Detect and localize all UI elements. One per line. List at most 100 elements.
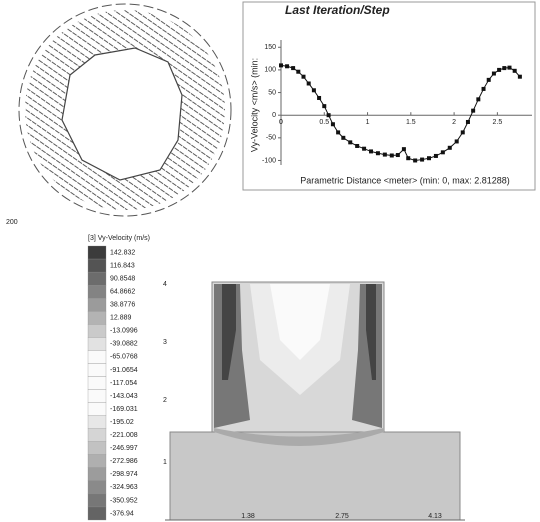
color-level-label: -143.043 [110,393,138,400]
scale-label: 200 [6,219,18,226]
data-point [311,88,316,93]
data-point [502,66,507,71]
x-tick-label: 0.5 [319,119,329,126]
data-point [389,153,394,158]
color-level-label: -91.0654 [110,367,138,374]
data-point [491,71,496,76]
color-band [87,506,107,521]
vector-field [18,3,232,217]
color-level-label: 38.8776 [110,302,135,309]
y-tick-label: 50 [268,89,276,96]
color-level-label: 12.889 [110,315,132,322]
data-point [355,143,360,148]
colorbar-title: [3] Vy-Velocity (m/s) [88,235,150,242]
data-point [413,158,418,163]
color-band [87,363,107,377]
data-point [375,151,380,156]
data-point [317,95,322,100]
y-tick-label: 150 [264,44,276,51]
color-level-label: 142.832 [110,249,135,256]
data-point [362,146,367,151]
color-band [87,467,107,482]
color-level-label: -376.94 [110,510,134,517]
color-band [87,324,107,338]
color-band [87,441,107,455]
x-tick-label: 2.5 [493,119,503,126]
data-point [341,135,346,140]
data-point [382,152,387,157]
y-tick-label: 0 [272,112,276,119]
data-point [512,68,517,73]
data-point [517,74,522,79]
color-band [87,389,107,403]
data-point [322,104,327,109]
data-point [460,130,465,135]
y-tick-label: 4 [163,281,167,288]
color-band [87,350,107,364]
color-level-label: -272.986 [110,458,138,465]
x-tick-label: 0 [279,119,283,126]
data-point [296,69,301,74]
x-tick-label: 2 [452,119,456,126]
color-level-label: -324.963 [110,484,138,491]
data-point [471,108,476,113]
data-point [507,65,512,70]
color-band [87,258,107,273]
data-point [326,113,331,118]
data-point [401,147,406,152]
contour-axes: 4 3 2 1 1.38 2.75 4.13 [163,281,442,520]
x-tick-label: 2.75 [335,513,349,520]
x-tick-label: 4.13 [428,513,442,520]
data-point [395,153,400,158]
color-level-label: -221.008 [110,432,138,439]
color-band [87,376,107,390]
y-tick-label: 100 [264,67,276,74]
data-point [440,150,445,155]
data-point [420,157,425,162]
color-level-label: -39.0882 [110,341,138,348]
color-level-label: -350.952 [110,497,138,504]
contour-plot [165,281,465,521]
data-point [306,81,311,86]
data-point [476,97,481,102]
data-point [291,66,296,71]
data-point [285,64,290,69]
y-tick-label: -100 [262,157,276,164]
data-point [497,67,502,72]
color-band [87,245,107,260]
color-band [87,454,107,468]
colorbar: 142.832 116.843 90.8548 64.8662 38.8776 12.88… [87,245,138,521]
y-tick-label: 2 [163,397,167,404]
x-axis-label: Parametric Distance <meter> (min: 0, max… [300,175,510,185]
data-point [330,122,335,127]
data-point [433,153,438,158]
line-chart: 150 100 50 0 -50 -100 0 0.5 1 1.5 2 2.5 [262,40,532,165]
color-level-label: -169.031 [110,406,138,413]
color-band [87,271,107,286]
color-level-label: -246.997 [110,445,138,452]
color-level-label: -195.02 [110,419,134,426]
color-level-label: 64.8662 [110,289,135,296]
data-point [301,74,306,79]
color-level-label: -65.0768 [110,354,138,361]
y-axis-label: Vy-Velocity <m/s> (min: [249,58,259,152]
x-tick-label: 1 [366,119,370,126]
color-band [87,415,107,429]
x-tick-label: 1.38 [241,513,255,520]
color-level-label: 116.843 [110,262,135,269]
color-band [87,311,107,325]
data-point [427,156,432,161]
data-point [369,149,374,154]
color-level-label: -13.0996 [110,328,138,335]
data-point [279,63,283,68]
color-band [87,284,107,299]
color-level-label: -117.054 [110,380,137,387]
y-tick-label: 3 [163,339,167,346]
chart-title: Last Iteration/Step [285,3,390,17]
color-band [87,298,107,312]
color-level-label: -298.974 [110,471,138,478]
data-point [486,77,491,82]
color-band [87,480,107,495]
data-point [465,119,470,124]
